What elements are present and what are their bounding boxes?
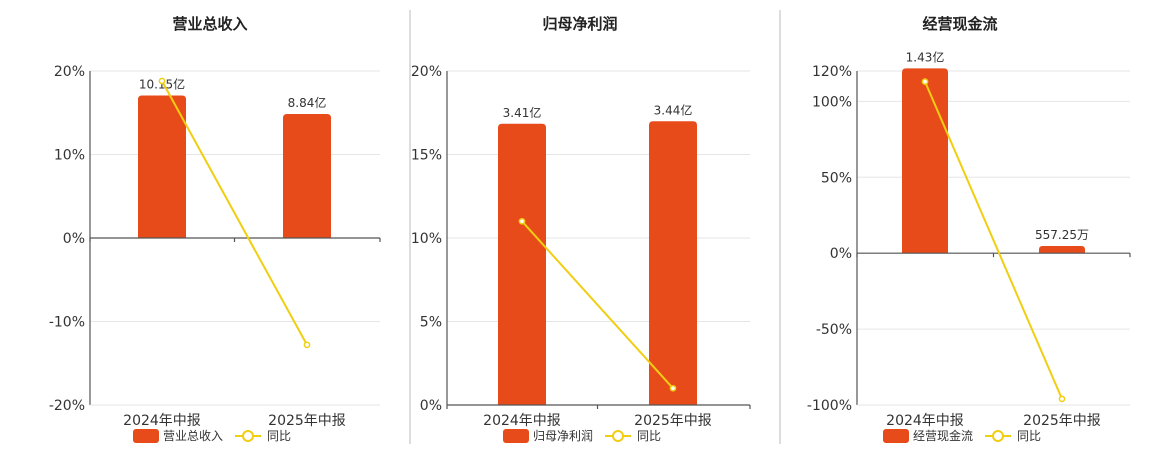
legend-swatch-marker — [992, 430, 1004, 442]
bar-value-label: 557.25万 — [1035, 228, 1089, 242]
bar — [283, 113, 331, 238]
bar-value-label: 3.41亿 — [503, 105, 542, 120]
bar — [902, 68, 948, 254]
legend-swatch-bar — [503, 429, 529, 443]
yoy-point — [518, 217, 526, 225]
yoy-point — [1058, 395, 1066, 403]
y-tick-label: -10% — [49, 315, 85, 331]
legend-label: 同比 — [267, 429, 291, 443]
y-tick-label: 15% — [411, 148, 442, 164]
chart-panel-3: 经营现金流 120% 100% 50% 0% -50% -100% 1.43亿 557.25万 2… — [807, 15, 1131, 443]
yoy-point — [921, 78, 929, 85]
chart-title: 归母净利润 — [542, 15, 617, 33]
yoy-point — [158, 77, 166, 85]
yoy-point — [669, 384, 677, 392]
y-tick-label: 0% — [420, 398, 442, 414]
legend-swatch-bar — [883, 429, 909, 443]
x-tick-label: 2025年中报 — [634, 413, 712, 429]
y-tick-label: -20% — [49, 398, 85, 414]
legend-label: 同比 — [1017, 429, 1041, 443]
yoy-point — [303, 341, 311, 349]
legend-label: 营业总收入 — [163, 429, 223, 443]
bar — [498, 123, 546, 406]
legend-label: 经营现金流 — [913, 428, 973, 443]
x-tick-label: 2025年中报 — [268, 413, 346, 429]
chart-title: 营业总收入 — [172, 15, 247, 33]
x-tick-label: 2024年中报 — [123, 413, 201, 429]
y-tick-label: 20% — [411, 64, 442, 80]
chart-title: 经营现金流 — [922, 15, 997, 33]
legend-label: 同比 — [637, 429, 661, 443]
x-tick-label: 2024年中报 — [886, 413, 964, 429]
y-tick-label: 20% — [54, 64, 85, 80]
yoy-line — [521, 220, 674, 389]
legend-swatch-marker — [242, 430, 254, 442]
bar — [138, 95, 186, 238]
x-tick-label: 2025年中报 — [1023, 413, 1101, 429]
legend-label: 归母净利润 — [533, 429, 593, 443]
y-tick-label: -100% — [807, 398, 852, 414]
bar-value-label: 1.43亿 — [906, 49, 945, 64]
x-tick-label: 2024年中报 — [483, 413, 561, 429]
yoy-line — [924, 81, 1063, 400]
bar-value-label: 3.44亿 — [654, 102, 693, 117]
y-tick-label: 10% — [411, 231, 442, 247]
y-tick-label: 100% — [812, 94, 852, 110]
y-tick-label: 5% — [420, 315, 442, 331]
y-tick-label: 120% — [812, 64, 852, 80]
bar — [649, 121, 697, 405]
y-tick-label: 10% — [54, 148, 85, 164]
legend-swatch-bar — [133, 429, 159, 443]
y-tick-label: 0% — [63, 231, 85, 247]
yoy-line — [161, 80, 308, 346]
bar — [1039, 245, 1085, 254]
y-tick-label: -50% — [816, 322, 852, 338]
y-tick-label: 0% — [830, 246, 852, 262]
y-tick-label: 50% — [821, 170, 852, 186]
chart-panel-2: 归母净利润 20% 15% 10% 5% 0% 3.41亿 3.44亿 2024年中报 2025年… — [411, 15, 751, 443]
bar-value-label: 8.84亿 — [288, 95, 327, 110]
legend-swatch-marker — [612, 430, 624, 442]
